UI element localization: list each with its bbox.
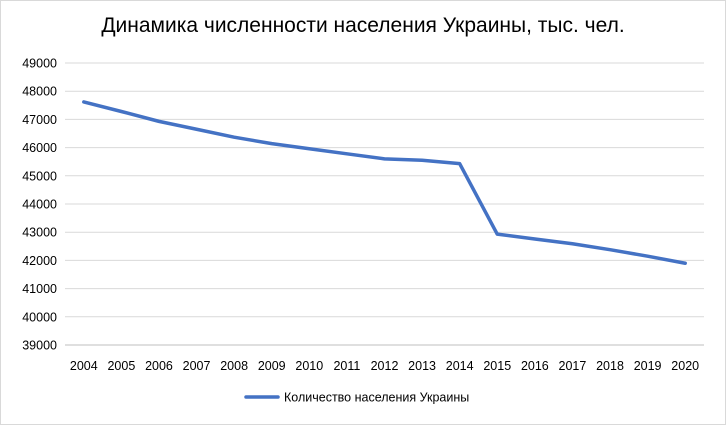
x-tick-label: 2014 [446,359,474,373]
gridlines [65,62,704,346]
x-tick-label: 2010 [295,359,323,373]
y-tick-label: 40000 [22,310,57,324]
y-tick-label: 44000 [22,198,57,212]
y-tick-label: 43000 [22,226,57,240]
y-tick-label: 46000 [22,141,57,155]
y-tick-label: 47000 [22,113,57,127]
legend: Количество населения Украины [244,391,469,405]
chart-title: Динамика численности населения Украины, … [101,14,625,37]
x-tick-label: 2007 [183,359,211,373]
x-tick-label: 2006 [145,359,173,373]
series-line [82,100,687,265]
x-tick-label: 2008 [220,359,248,373]
x-tick-label: 2011 [333,359,360,373]
x-tick-label: 2020 [671,359,699,373]
x-tick-label: 2013 [408,359,436,373]
x-tick-label: 2017 [559,359,587,373]
y-tick-label: 45000 [22,169,57,183]
legend-label: Количество населения Украины [284,391,469,405]
x-tick-label: 2019 [634,359,662,373]
x-tick-label: 2009 [258,359,286,373]
y-tick-label: 42000 [22,254,57,268]
x-tick-label: 2004 [70,359,98,373]
x-axis-tick-labels: 2004 2005 2006 2007 2008 2009 2010 2011 2012 2013… [70,359,699,373]
y-tick-label: 39000 [22,339,57,353]
x-tick-label: 2015 [483,359,511,373]
x-tick-label: 2005 [107,359,135,373]
y-tick-label: 41000 [22,282,57,296]
y-tick-label: 49000 [22,57,57,71]
y-axis-tick-labels: 39000 40000 41000 42000 43000 44000 45000 46000… [22,57,57,353]
y-tick-label: 48000 [22,85,57,99]
x-tick-label: 2012 [371,359,399,373]
series-lines [82,100,687,265]
x-tick-label: 2016 [521,359,549,373]
x-tick-label: 2018 [596,359,624,373]
